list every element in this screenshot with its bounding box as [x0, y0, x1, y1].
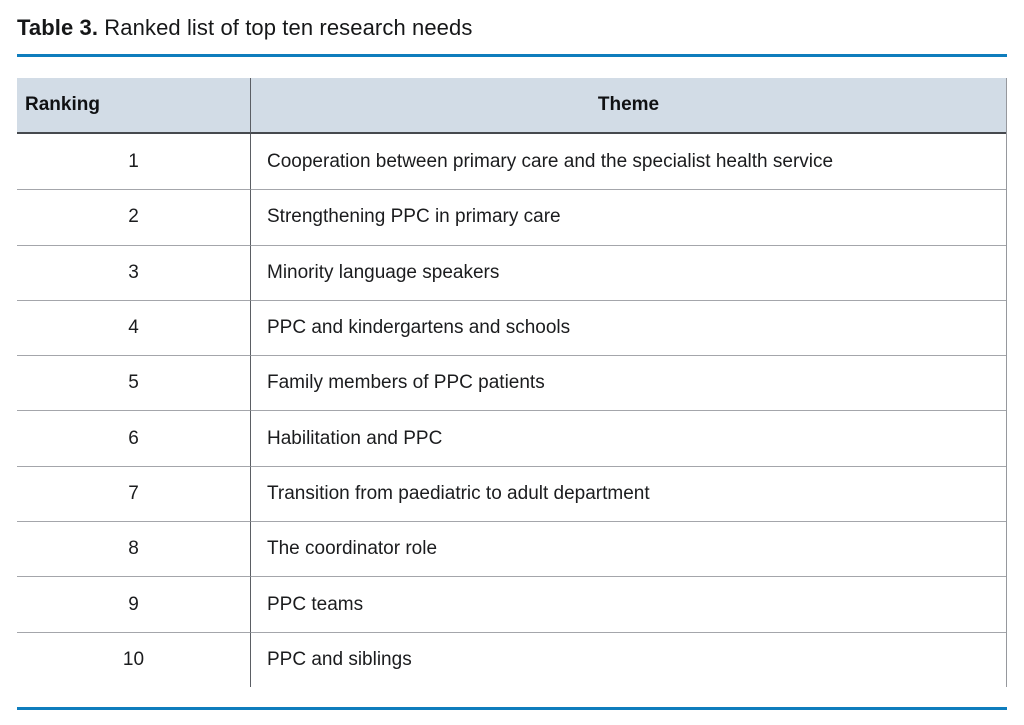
rank-cell: 5: [17, 355, 251, 411]
theme-cell: Strengthening PPC in primary care: [251, 189, 1006, 244]
theme-cell: Minority language speakers: [251, 244, 1006, 300]
table-caption-label: Table 3.: [17, 15, 99, 40]
table-caption-text: Ranked list of top ten research needs: [98, 15, 473, 40]
rank-cell: 1: [17, 134, 251, 190]
rank-cell: 2: [17, 189, 251, 245]
theme-cell: PPC and siblings: [251, 631, 1006, 687]
bottom-rule: [17, 706, 1007, 710]
theme-cell: PPC and kindergartens and schools: [251, 299, 1006, 355]
column-header-theme: Theme: [251, 78, 1006, 134]
table-caption: Table 3. Ranked list of top ten research…: [17, 14, 1007, 42]
column-header-ranking: Ranking: [17, 78, 251, 134]
page: Table 3. Ranked list of top ten research…: [17, 14, 1007, 710]
rank-cell: 8: [17, 521, 251, 577]
rank-cell: 7: [17, 465, 251, 522]
rank-cell: 10: [17, 631, 251, 687]
theme-cell: Habilitation and PPC: [251, 410, 1006, 465]
rank-cell: 6: [17, 410, 251, 466]
rank-cell: 3: [17, 244, 251, 300]
rank-cell: 9: [17, 576, 251, 632]
top-rule: [17, 54, 1007, 57]
theme-cell: Cooperation between primary care and the…: [267, 150, 834, 172]
research-needs-table: Ranking Theme 1 Cooperation between prim…: [17, 78, 1007, 687]
theme-cell: PPC teams: [251, 576, 1006, 631]
rank-cell: 4: [17, 299, 251, 356]
theme-cell: Transition from paediatric to adult depa…: [251, 465, 1006, 521]
theme-cell: Family members of PPC patients: [251, 355, 1006, 410]
theme-cell: The coordinator role: [251, 521, 1006, 576]
